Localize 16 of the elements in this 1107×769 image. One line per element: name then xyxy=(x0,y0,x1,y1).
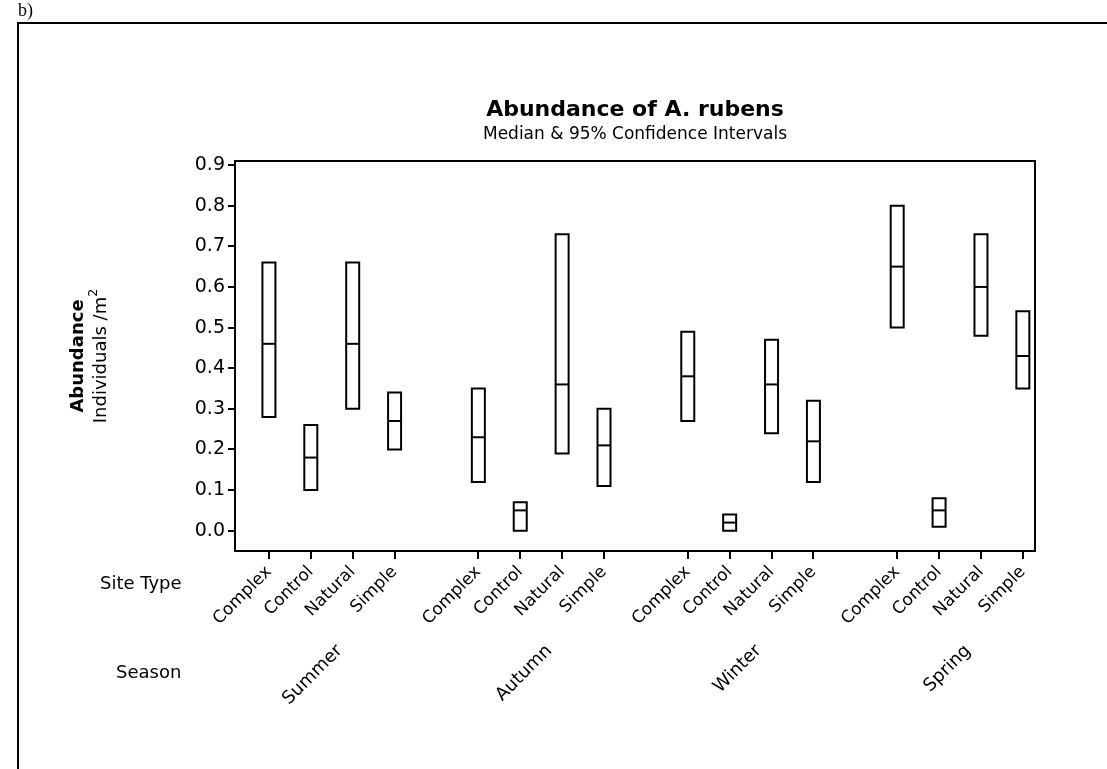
y-tick-label: 0.5 xyxy=(194,314,225,337)
text: Site Type xyxy=(100,571,182,593)
y-axis-title: Abundance Individuals /m2 xyxy=(65,288,110,424)
y-tick-label: 0.2 xyxy=(194,436,225,459)
y-tick-label: 0.8 xyxy=(194,192,225,215)
y-tick-label: 0.9 xyxy=(194,152,225,174)
y-tick-label: 0.7 xyxy=(194,233,225,256)
y-tick-label: 0.0 xyxy=(194,517,225,540)
text: Season xyxy=(116,660,182,682)
chart-subtitle: Median & 95% Confidence Intervals xyxy=(482,123,788,144)
text: b) xyxy=(18,0,33,21)
y-tick-label: 0.1 xyxy=(194,477,225,499)
y-tick-label: 0.6 xyxy=(194,273,225,296)
y-tick-label: 0.3 xyxy=(194,395,225,418)
y-tick-label: 0.4 xyxy=(194,355,225,378)
chart-title: Abundance of A. rubens xyxy=(486,95,784,121)
